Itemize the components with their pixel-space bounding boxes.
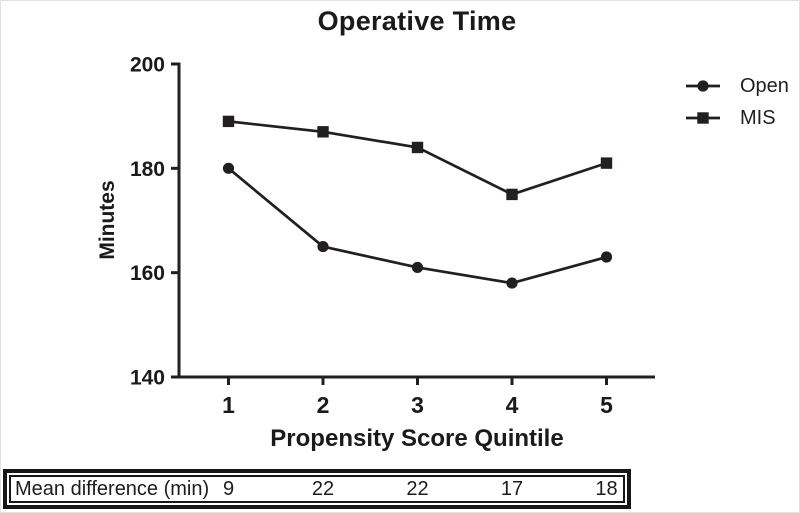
table-value-q5: 18: [595, 477, 618, 500]
x-tick-label: 5: [600, 392, 613, 418]
x-tick-label: 4: [506, 392, 519, 418]
legend-item-mis: MIS: [686, 103, 789, 133]
x-tick-label: 3: [411, 392, 424, 418]
y-tick-label: 180: [130, 158, 165, 181]
marker-open-q2: [317, 240, 329, 253]
x-tick-label: 2: [317, 392, 330, 418]
table-value-q3: 22: [406, 477, 429, 500]
y-axis-label: Minutes: [96, 180, 119, 260]
y-tick-label: 160: [130, 262, 165, 285]
x-tick-label: 1: [222, 392, 235, 418]
y-tick-label: 200: [130, 54, 165, 77]
mean-difference-table-inner-border: [9, 475, 625, 503]
series-line-mis: [228, 120, 607, 196]
legend-square-marker-icon: [686, 112, 720, 124]
marker-mis-q2: [317, 126, 329, 138]
x-axis-label: Propensity Score Quintile: [270, 425, 564, 452]
table-row-label: Mean difference (min): [15, 477, 210, 500]
legend-circle-marker-icon: [686, 80, 720, 92]
marker-mis-q3: [411, 141, 424, 154]
table-value-q4: 17: [500, 477, 524, 500]
table-value-q2: 22: [311, 477, 335, 500]
marker-open-q3: [411, 261, 424, 274]
marker-open-q1: [222, 162, 235, 174]
table-value-q1: 9: [222, 477, 235, 500]
marker-open-q4: [506, 277, 518, 289]
chart-title: Operative Time: [317, 6, 517, 36]
marker-mis-q5: [600, 157, 613, 169]
legend-label-open: Open: [740, 74, 789, 97]
legend-label-mis: MIS: [740, 106, 776, 129]
marker-mis-q4: [506, 188, 518, 201]
legend-item-open: Open: [686, 71, 789, 101]
marker-open-q5: [600, 251, 613, 263]
legend: Open MIS: [686, 71, 789, 133]
marker-mis-q1: [222, 115, 235, 128]
mean-difference-table: [3, 469, 631, 509]
y-tick-label: 140: [130, 367, 165, 390]
